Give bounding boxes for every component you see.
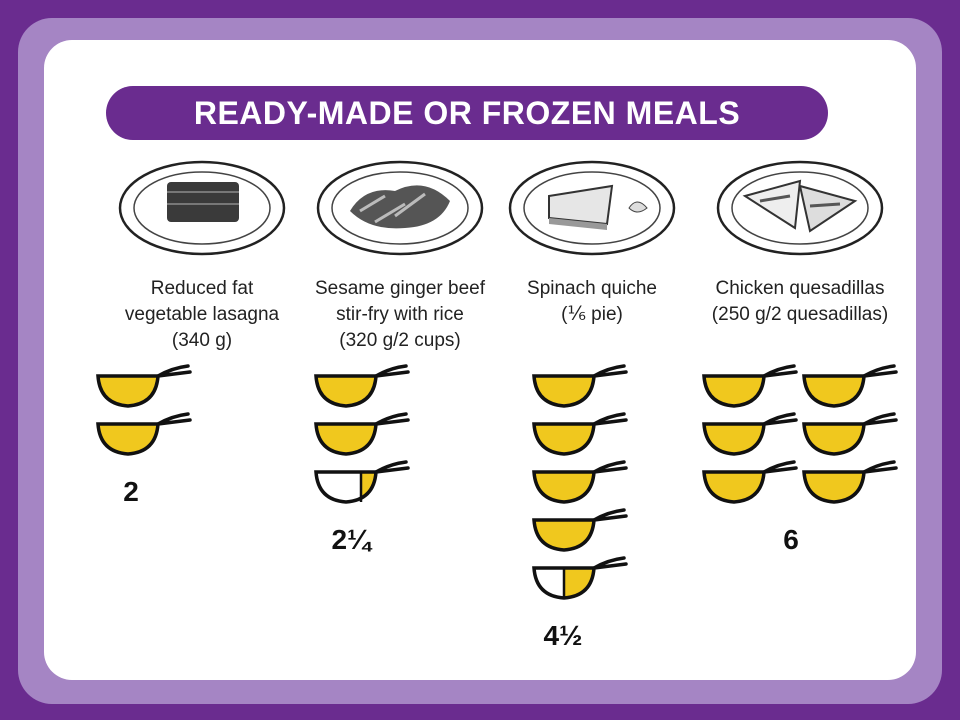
lasagna-plate-icon: [118, 160, 286, 256]
spoon-icon: [314, 412, 410, 456]
serving-amount: 2: [123, 476, 139, 507]
spoon-icon: [532, 364, 628, 408]
spoon-icon: [96, 364, 192, 408]
meal-quesadillas: Chicken quesadillas (250 g/2 quesadillas…: [700, 156, 900, 328]
spoon-icon: [702, 460, 798, 504]
serving-amount: 2¼: [331, 524, 371, 555]
content-panel: READY-MADE OR FROZEN MEALS Reduced fat v…: [44, 40, 916, 680]
serving-amount: 4½: [543, 620, 583, 651]
quesadilla-plate-icon: [716, 160, 884, 256]
spoon-icon: [702, 364, 798, 408]
spoon-icon: [314, 364, 410, 408]
serving-amount: 6: [783, 524, 799, 555]
spoon-icon: [532, 556, 628, 600]
meal-label: Sesame ginger beef stir-fry with rice (3…: [314, 278, 486, 351]
meal-quiche: Spinach quiche (⅙ pie): [492, 156, 692, 328]
spoon-icon: [532, 460, 628, 504]
spoon-icon: [802, 460, 898, 504]
spoon-icon: [314, 460, 410, 504]
meal-label: Chicken quesadillas (250 g/2 quesadillas…: [711, 278, 889, 325]
meal-lasagna: Reduced fat vegetable lasagna (340 g): [102, 156, 302, 354]
quiche-plate-icon: [508, 160, 676, 256]
spoon-icon: [532, 508, 628, 552]
title-banner: READY-MADE OR FROZEN MEALS: [106, 86, 828, 140]
spoon-icon: [802, 364, 898, 408]
spoon-icon: [96, 412, 192, 456]
spoon-icon: [802, 412, 898, 456]
meal-label: Spinach quiche (⅙ pie): [527, 278, 657, 325]
meal-stir-fry: Sesame ginger beef stir-fry with rice (3…: [300, 156, 500, 354]
spoon-icon: [702, 412, 798, 456]
meal-label: Reduced fat vegetable lasagna (340 g): [124, 278, 280, 351]
spoon-icon: [532, 412, 628, 456]
stir-fry-plate-icon: [316, 160, 484, 256]
